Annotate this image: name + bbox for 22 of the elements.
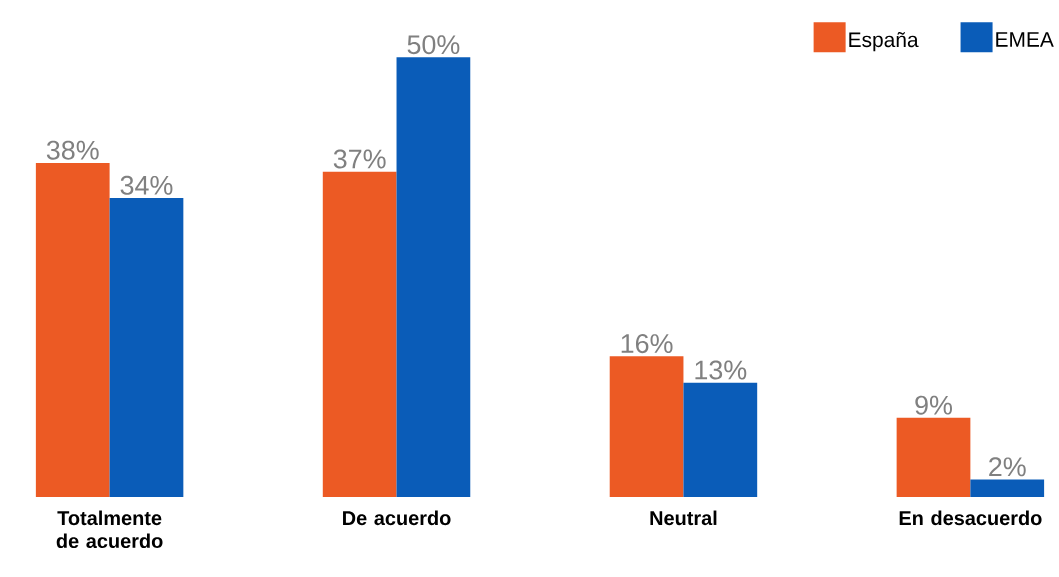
bar: [396, 57, 471, 497]
legend-label: España: [849, 31, 919, 52]
bar: [322, 171, 397, 497]
data-label: 9%: [915, 395, 952, 415]
data-label: 50%: [407, 35, 460, 55]
bar: [109, 198, 184, 497]
data-label: 16%: [621, 334, 673, 354]
bar: [970, 479, 1045, 497]
data-label: 38%: [46, 140, 99, 160]
bar: [609, 356, 684, 497]
bar: [35, 162, 110, 497]
x-tick-label: En desacuerdo: [899, 510, 1042, 526]
data-label: 13%: [695, 360, 747, 380]
bar: [896, 417, 971, 497]
data-label: 37%: [333, 149, 386, 169]
data-label: 2%: [989, 457, 1026, 477]
bar: [683, 382, 758, 497]
x-tick-label: De acuerdo: [343, 510, 451, 526]
data-label: 34%: [120, 175, 173, 195]
legend-label: EMEA: [996, 32, 1054, 47]
x-tick-label: Neutral: [650, 510, 717, 526]
x-tick-label: Totalmente de acuerdo: [56, 510, 163, 549]
